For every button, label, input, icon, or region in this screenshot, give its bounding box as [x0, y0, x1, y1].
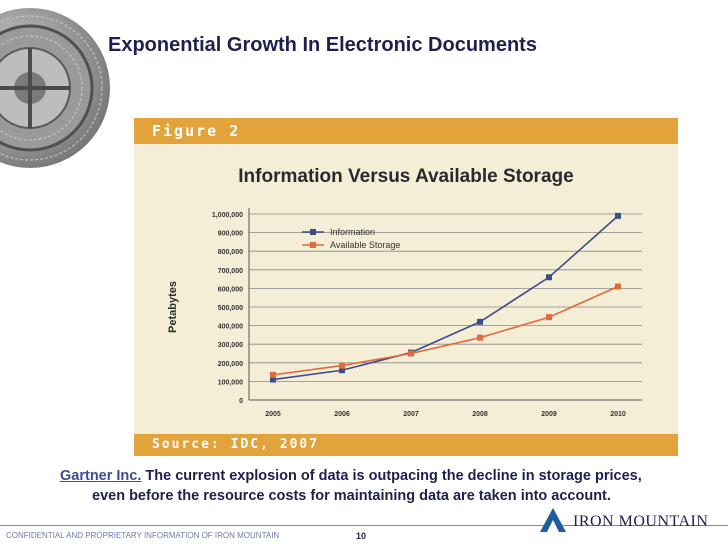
y-tick-label: 800,000 [218, 249, 243, 256]
y-tick-label: 200,000 [218, 361, 243, 368]
x-tick-label: 2006 [334, 411, 350, 418]
mountain-logo-icon [540, 508, 566, 532]
figure-footer: Source: IDC, 2007 [134, 434, 678, 456]
caption-line-1: The current explosion of data is outpaci… [145, 468, 642, 484]
caption-source-link[interactable]: Gartner Inc. [60, 468, 142, 484]
x-tick-label: 2007 [403, 411, 419, 418]
footer-divider [0, 525, 728, 526]
data-point [408, 350, 414, 357]
y-tick-label: 600,000 [218, 286, 243, 293]
chart-series [270, 212, 621, 383]
data-point [615, 212, 621, 219]
data-point [546, 314, 552, 321]
chart-axes [248, 208, 642, 401]
figure-panel: Figure 2 Information Versus Available St… [134, 118, 678, 456]
caption-line-2: even before the resource costs for maint… [92, 488, 611, 504]
series-line-1 [272, 215, 619, 381]
y-tick-label: 300,000 [218, 342, 243, 349]
brand-name: IRON MOUNTAIN [573, 513, 709, 530]
legend-marker-1 [310, 229, 316, 235]
x-tick-label: 2009 [541, 411, 557, 418]
y-tick-label: 500,000 [218, 305, 243, 312]
y-tick-label: 900,000 [218, 231, 243, 238]
figure-source: Source: IDC, 2007 [152, 437, 320, 452]
data-point [339, 362, 345, 369]
chart-legend: Information Available Storage [302, 227, 400, 250]
data-point [339, 367, 345, 374]
data-point [477, 318, 483, 325]
legend-label-1: Information [330, 227, 375, 237]
x-tick-label: 2008 [472, 411, 488, 418]
legend-label-2: Available Storage [330, 240, 400, 250]
data-point [546, 274, 552, 281]
x-tick-label: 2005 [265, 411, 281, 418]
footer-confidential: CONFIDENTIAL AND PROPRIETARY INFORMATION… [6, 531, 280, 540]
y-tick-label: 0 [239, 398, 243, 405]
caption: Gartner Inc. The current explosion of da… [60, 466, 720, 506]
page-number: 10 [356, 531, 367, 541]
chart-grid [249, 213, 642, 382]
y-tick-label: 400,000 [218, 324, 243, 331]
chart-labels: Information Versus Available Storage 0 100… [167, 166, 626, 418]
line-chart: Information Versus Available Storage 0 100… [167, 166, 642, 418]
figure-label: Figure 2 [152, 122, 241, 140]
data-point [270, 371, 276, 378]
y-tick-label: 100,000 [218, 379, 243, 386]
series-line-2 [272, 285, 619, 376]
bank-vault-icon [0, 8, 110, 168]
x-tick-label: 2010 [610, 411, 626, 418]
legend-marker-2 [310, 242, 316, 248]
data-point [270, 376, 276, 383]
figure-header: Figure 2 [134, 118, 678, 144]
slide-title: Exponential Growth In Electronic Documen… [108, 34, 537, 56]
data-point [477, 334, 483, 341]
y-tick-label: 1,000,000 [212, 212, 243, 219]
y-tick-label: 700,000 [218, 268, 243, 275]
y-axis-label: Petabytes [167, 281, 179, 333]
data-point [615, 283, 621, 290]
chart-title: Information Versus Available Storage [238, 166, 573, 187]
